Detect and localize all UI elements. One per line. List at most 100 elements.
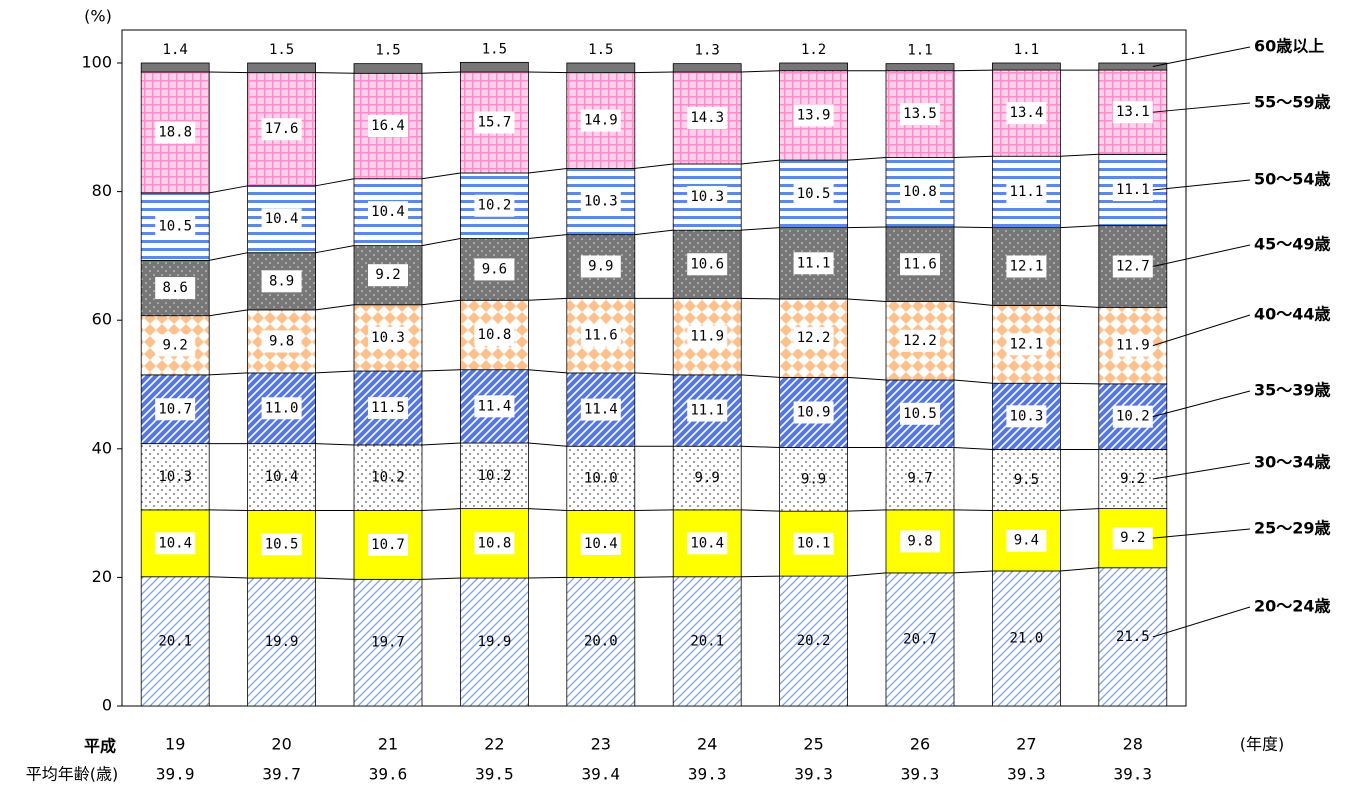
label-box xyxy=(368,326,408,349)
label-box xyxy=(1006,102,1047,125)
label-box xyxy=(368,201,408,224)
connector xyxy=(209,576,248,579)
legend-label: 55～59歳 xyxy=(1254,93,1331,112)
x-tick-label: 28 xyxy=(1123,735,1143,754)
connector xyxy=(421,238,461,247)
x-prefix: 平成 xyxy=(84,737,116,756)
bar-segment xyxy=(779,62,848,72)
x-tick-label: 22 xyxy=(484,735,504,754)
label-box xyxy=(474,395,515,418)
label-box xyxy=(687,325,728,348)
average-age: 39.5 xyxy=(475,765,514,784)
label-box xyxy=(687,106,728,129)
data-label: 9.9 xyxy=(695,470,720,486)
connector xyxy=(421,299,461,306)
connector xyxy=(315,577,355,580)
bar-segment xyxy=(459,61,529,73)
label-box xyxy=(793,104,834,127)
legend-leader xyxy=(1152,390,1251,418)
data-label: 17.6 xyxy=(265,121,299,137)
connector xyxy=(953,226,993,229)
bar-segment xyxy=(566,445,636,511)
average-age: 39.3 xyxy=(688,765,727,784)
y-tick-label: 80 xyxy=(92,181,112,200)
label-box xyxy=(474,532,515,555)
connector xyxy=(315,72,355,74)
connector xyxy=(1060,508,1099,512)
data-label: 11.9 xyxy=(1116,338,1150,354)
connector xyxy=(315,370,355,374)
label-box xyxy=(580,324,621,347)
connector xyxy=(421,71,461,74)
connector xyxy=(953,69,993,72)
connector xyxy=(421,442,461,446)
bar-segment xyxy=(140,62,210,73)
data-label: 10.3 xyxy=(584,194,618,210)
label-box xyxy=(155,398,196,421)
data-label: 10.6 xyxy=(690,256,724,272)
data-label: 10.3 xyxy=(1010,408,1044,424)
bar-segment xyxy=(459,442,529,509)
data-label: 9.8 xyxy=(907,533,932,549)
connector xyxy=(528,297,567,301)
data-label: 11.1 xyxy=(797,255,831,271)
label-box xyxy=(261,208,302,231)
label-box xyxy=(793,327,834,350)
connector xyxy=(847,572,887,577)
data-label: 15.7 xyxy=(478,114,512,130)
label-box xyxy=(1006,529,1047,552)
data-label: 11.4 xyxy=(478,398,512,414)
label-box xyxy=(155,277,196,300)
connector xyxy=(315,443,355,446)
legend-label: 40～44歳 xyxy=(1254,305,1331,324)
connector xyxy=(953,509,993,512)
bar-segment xyxy=(672,445,742,511)
label-box xyxy=(368,396,408,419)
bar-segment xyxy=(992,449,1061,511)
x-tick-label: 19 xyxy=(165,735,185,754)
legend-leader xyxy=(1152,462,1251,480)
data-label: 10.7 xyxy=(371,537,405,553)
data-label: 10.2 xyxy=(1116,409,1150,425)
data-label: 10.5 xyxy=(265,536,299,552)
connector xyxy=(528,369,567,374)
legend-label: 25～29歳 xyxy=(1254,519,1331,538)
connector xyxy=(209,252,248,261)
data-label: 13.4 xyxy=(1010,105,1044,121)
x-tick-label: 27 xyxy=(1016,735,1036,754)
data-label: 10.5 xyxy=(903,406,937,422)
connector xyxy=(1060,304,1099,308)
connector xyxy=(634,576,674,578)
label-box xyxy=(368,115,408,138)
bar-segment xyxy=(353,444,423,511)
bar-segment xyxy=(353,578,423,707)
connector xyxy=(741,445,780,449)
legend-leader xyxy=(1152,244,1251,267)
connector xyxy=(847,509,887,512)
connector xyxy=(634,71,674,74)
data-label: 10.0 xyxy=(584,470,618,486)
label-box xyxy=(155,121,196,144)
data-label: 9.7 xyxy=(907,471,932,487)
bar-segment xyxy=(140,443,210,511)
label-box xyxy=(155,532,196,555)
label-box xyxy=(261,533,302,556)
connector xyxy=(953,379,993,384)
data-label: 10.3 xyxy=(371,330,405,346)
connector xyxy=(634,229,674,236)
bar-segment xyxy=(779,447,848,512)
bar-segment xyxy=(247,62,317,74)
connector xyxy=(953,155,993,159)
connector xyxy=(741,159,780,165)
data-label: 12.7 xyxy=(1116,259,1150,275)
connector xyxy=(847,376,887,381)
label-box xyxy=(1112,334,1153,357)
data-label: 13.5 xyxy=(903,106,937,122)
label-box xyxy=(687,186,728,209)
bar-segment xyxy=(459,577,529,707)
label-box xyxy=(687,253,728,276)
connector xyxy=(528,576,567,579)
legend-leader xyxy=(1152,314,1251,347)
label-box xyxy=(474,194,515,217)
label-box xyxy=(155,215,196,238)
